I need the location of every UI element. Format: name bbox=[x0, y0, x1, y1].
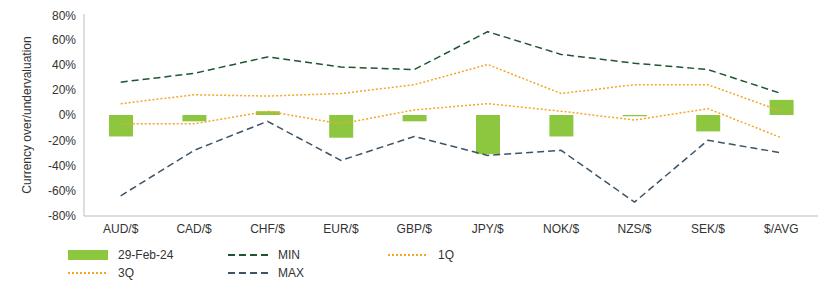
html-text:3Q: 3Q bbox=[118, 266, 134, 280]
svg-text:AUD/$: AUD/$ bbox=[103, 222, 139, 236]
svg-text:80%: 80% bbox=[52, 9, 76, 23]
svg-text:-80%: -80% bbox=[48, 209, 76, 223]
svg-text:20%: 20% bbox=[52, 83, 76, 97]
svg-text:NZS/$: NZS/$ bbox=[617, 222, 651, 236]
svg-text:GBP/$: GBP/$ bbox=[397, 222, 433, 236]
svg-text:0%: 0% bbox=[59, 108, 77, 122]
svg-text:JPY/$: JPY/$ bbox=[472, 222, 504, 236]
svg-text:EUR/$: EUR/$ bbox=[323, 222, 359, 236]
svg-text:60%: 60% bbox=[52, 33, 76, 47]
svg-text:CAD/$: CAD/$ bbox=[176, 222, 212, 236]
svg-text:SEK/$: SEK/$ bbox=[691, 222, 725, 236]
svg-text:-40%: -40% bbox=[48, 159, 76, 173]
html-text:MIN: MIN bbox=[278, 248, 300, 262]
svg-text:CHF/$: CHF/$ bbox=[250, 222, 285, 236]
html-text:MAX: MAX bbox=[278, 266, 304, 280]
svg-text:Currency over/undervaluation: Currency over/undervaluation bbox=[20, 36, 34, 193]
svg-text:40%: 40% bbox=[52, 58, 76, 72]
svg-text:-20%: -20% bbox=[48, 134, 76, 148]
svg-text:$/AVG: $/AVG bbox=[764, 222, 798, 236]
svg-text:NOK/$: NOK/$ bbox=[543, 222, 579, 236]
svg-text:-60%: -60% bbox=[48, 184, 76, 198]
html-text:1Q: 1Q bbox=[438, 248, 454, 262]
html-text:29-Feb-24: 29-Feb-24 bbox=[118, 248, 174, 262]
